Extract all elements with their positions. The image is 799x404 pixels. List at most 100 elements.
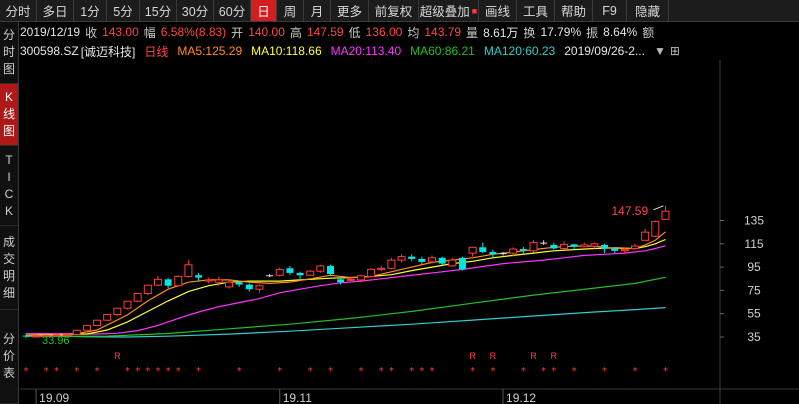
- candle-body-down: [266, 275, 274, 277]
- side-tab-0[interactable]: 分时图: [0, 22, 18, 84]
- toolbar-item-1[interactable]: 多日: [37, 0, 74, 21]
- high-value: 147.59: [306, 25, 344, 39]
- toolbar-item-5[interactable]: 30分: [177, 0, 214, 21]
- candle-body-down: [540, 242, 548, 244]
- candle-body-down: [164, 279, 172, 286]
- candle-body-up: [397, 256, 406, 261]
- toolbar-item-9[interactable]: 月: [304, 0, 331, 21]
- side-tab-char: 线: [2, 107, 15, 121]
- candle-body-up: [580, 244, 589, 248]
- toolbar-item-3[interactable]: 5分: [107, 0, 140, 21]
- side-tab-char: 细: [2, 285, 15, 300]
- low-marker-label: 33.96: [42, 335, 70, 347]
- ma60-legend: MA60:86.21: [410, 44, 475, 58]
- ma60-line: [25, 276, 666, 337]
- side-tab-char: 时: [2, 45, 15, 59]
- lock-icon[interactable]: ⊞: [669, 44, 680, 58]
- stock-name: [诚迈科技]: [80, 44, 136, 59]
- side-tab-char: T: [5, 152, 13, 167]
- side-tab-char: 表: [2, 366, 15, 380]
- candle-body-up: [387, 259, 396, 269]
- toolbar-item-14[interactable]: 工具: [517, 0, 555, 21]
- candle-body-up: [509, 248, 518, 254]
- y-tick-label: 115: [744, 237, 763, 251]
- toolbar-item-11[interactable]: 前复权: [369, 0, 419, 21]
- candle-body-up: [316, 265, 325, 272]
- toolbar-item-label: 超级叠加: [419, 5, 470, 19]
- star-marker: *: [430, 366, 435, 377]
- period-toolbar: 分时 多日 1分 5分 15分 30分 60分日周月更多 前复权 超级叠加 ■ 画线 工具 帮助 F9 隐藏: [0, 0, 799, 22]
- ma10-legend: MA10:118.66: [251, 44, 322, 58]
- toolbar-item-13[interactable]: 画线: [479, 0, 517, 21]
- high-marker-line: [653, 205, 664, 211]
- candle-body-up: [72, 329, 81, 335]
- star-marker: *: [308, 366, 313, 377]
- candle-body-up: [153, 278, 162, 286]
- toolbar-item-label: 5分: [113, 5, 133, 19]
- open-value: 140.00: [248, 25, 285, 39]
- toolbar-item-0[interactable]: 分时: [0, 0, 37, 21]
- toolbar-item-10[interactable]: 更多: [331, 0, 369, 21]
- x-tick-label: 19.09: [39, 391, 69, 404]
- star-marker: *: [663, 366, 668, 377]
- stock-code: 300598.SZ: [20, 44, 79, 58]
- amplitude-label: 振: [586, 25, 599, 40]
- toolbar-item-12[interactable]: 超级叠加 ■: [419, 0, 479, 21]
- toolbar-item-17[interactable]: 隐藏: [627, 0, 669, 21]
- candle-body-up: [448, 259, 457, 267]
- side-tab-char: C: [4, 186, 14, 201]
- candle-body-down: [570, 244, 578, 247]
- low-value: 136.00: [365, 25, 403, 39]
- star-marker: *: [44, 366, 49, 377]
- star-marker: *: [54, 366, 59, 377]
- toolbar-item-label: 前复权: [374, 5, 413, 19]
- toolbar-item-6[interactable]: 60分: [214, 0, 251, 21]
- toolbar-item-7[interactable]: 日: [251, 0, 277, 21]
- candle-body-down: [337, 279, 345, 283]
- side-tab-3[interactable]: 成交明细: [0, 226, 18, 310]
- star-marker: *: [277, 366, 282, 377]
- star-marker: *: [490, 366, 495, 377]
- toolbar-item-label: 多日: [42, 5, 68, 19]
- star-marker: *: [572, 366, 577, 377]
- r-marker: R: [469, 351, 476, 361]
- toolbar-item-2[interactable]: 1分: [74, 0, 107, 21]
- candle-body-up: [346, 278, 355, 281]
- side-tab-char: K: [4, 203, 13, 218]
- side-tab-char: 交: [2, 251, 15, 266]
- star-marker: *: [551, 366, 556, 377]
- candle-body-up: [367, 268, 376, 277]
- candle-body-up: [651, 220, 660, 237]
- low-label: 低: [348, 25, 361, 40]
- dropdown-arrow-icon[interactable]: ▼: [653, 44, 666, 58]
- star-marker: *: [633, 366, 638, 377]
- ma120-line: [25, 307, 666, 338]
- quote-date: 2019/12/19: [20, 25, 81, 39]
- toolbar-item-8[interactable]: 周: [277, 0, 304, 21]
- candle-body-up: [620, 249, 629, 252]
- toolbar-item-16[interactable]: F9: [593, 0, 627, 21]
- candle-body-up: [468, 246, 477, 254]
- candle-body-up: [529, 242, 538, 252]
- candle-body-up: [184, 264, 193, 277]
- amount-label: 额: [642, 25, 655, 40]
- r-marker: R: [530, 351, 537, 361]
- star-marker: *: [95, 366, 100, 377]
- candle-body-up: [214, 279, 223, 283]
- candle-body-up: [559, 243, 568, 249]
- high-marker-label: 147.59: [611, 204, 648, 218]
- toolbar-item-label: 月: [310, 5, 324, 19]
- kline-chart[interactable]: 135 115 95 75 55 35 19.09 19.11 19.12 147.59 33.96…: [20, 60, 799, 404]
- star-marker: *: [135, 366, 140, 377]
- candle-body-up: [225, 281, 233, 288]
- side-tab-4[interactable]: 分价表: [0, 310, 18, 404]
- avg-label: 均: [407, 25, 420, 40]
- toolbar-item-4[interactable]: 15分: [140, 0, 177, 21]
- avg-value: 143.79: [424, 25, 462, 39]
- x-tick-label: 19.11: [283, 391, 312, 404]
- date-range[interactable]: 2019/09/26-2...: [564, 44, 645, 58]
- toolbar-item-15[interactable]: 帮助: [555, 0, 593, 21]
